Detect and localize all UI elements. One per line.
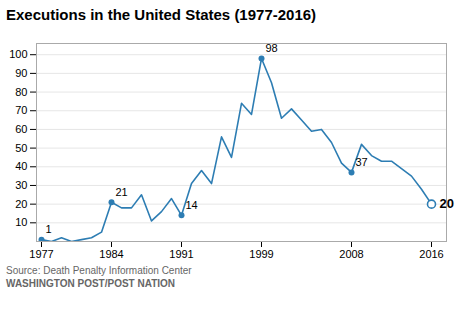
svg-text:2016: 2016: [419, 248, 443, 260]
svg-text:30: 30: [15, 179, 27, 191]
svg-text:37: 37: [356, 156, 368, 168]
svg-text:1999: 1999: [249, 248, 273, 260]
html-text:WASHINGTON POST/POST NATION: WASHINGTON POST/POST NATION: [6, 278, 176, 289]
svg-text:1: 1: [46, 223, 52, 235]
svg-text:14: 14: [186, 199, 198, 211]
svg-text:10: 10: [15, 216, 27, 228]
svg-text:1977: 1977: [29, 248, 53, 260]
svg-text:50: 50: [15, 142, 27, 154]
html-text:Executions in the United State: Executions in the United States (1977-20…: [6, 6, 317, 23]
svg-text:80: 80: [15, 86, 27, 98]
svg-text:40: 40: [15, 160, 27, 172]
svg-text:21: 21: [116, 186, 128, 198]
svg-text:100: 100: [9, 48, 27, 60]
svg-text:70: 70: [15, 104, 27, 116]
svg-text:1991: 1991: [169, 248, 193, 260]
html-text:Source: Death Penalty Informat: Source: Death Penalty Information Center: [6, 265, 192, 276]
svg-text:20: 20: [440, 196, 454, 211]
svg-text:90: 90: [15, 67, 27, 79]
svg-text:98: 98: [266, 42, 278, 54]
svg-text:20: 20: [15, 198, 27, 210]
svg-text:60: 60: [15, 123, 27, 135]
svg-text:1984: 1984: [99, 248, 123, 260]
svg-text:2008: 2008: [339, 248, 363, 260]
